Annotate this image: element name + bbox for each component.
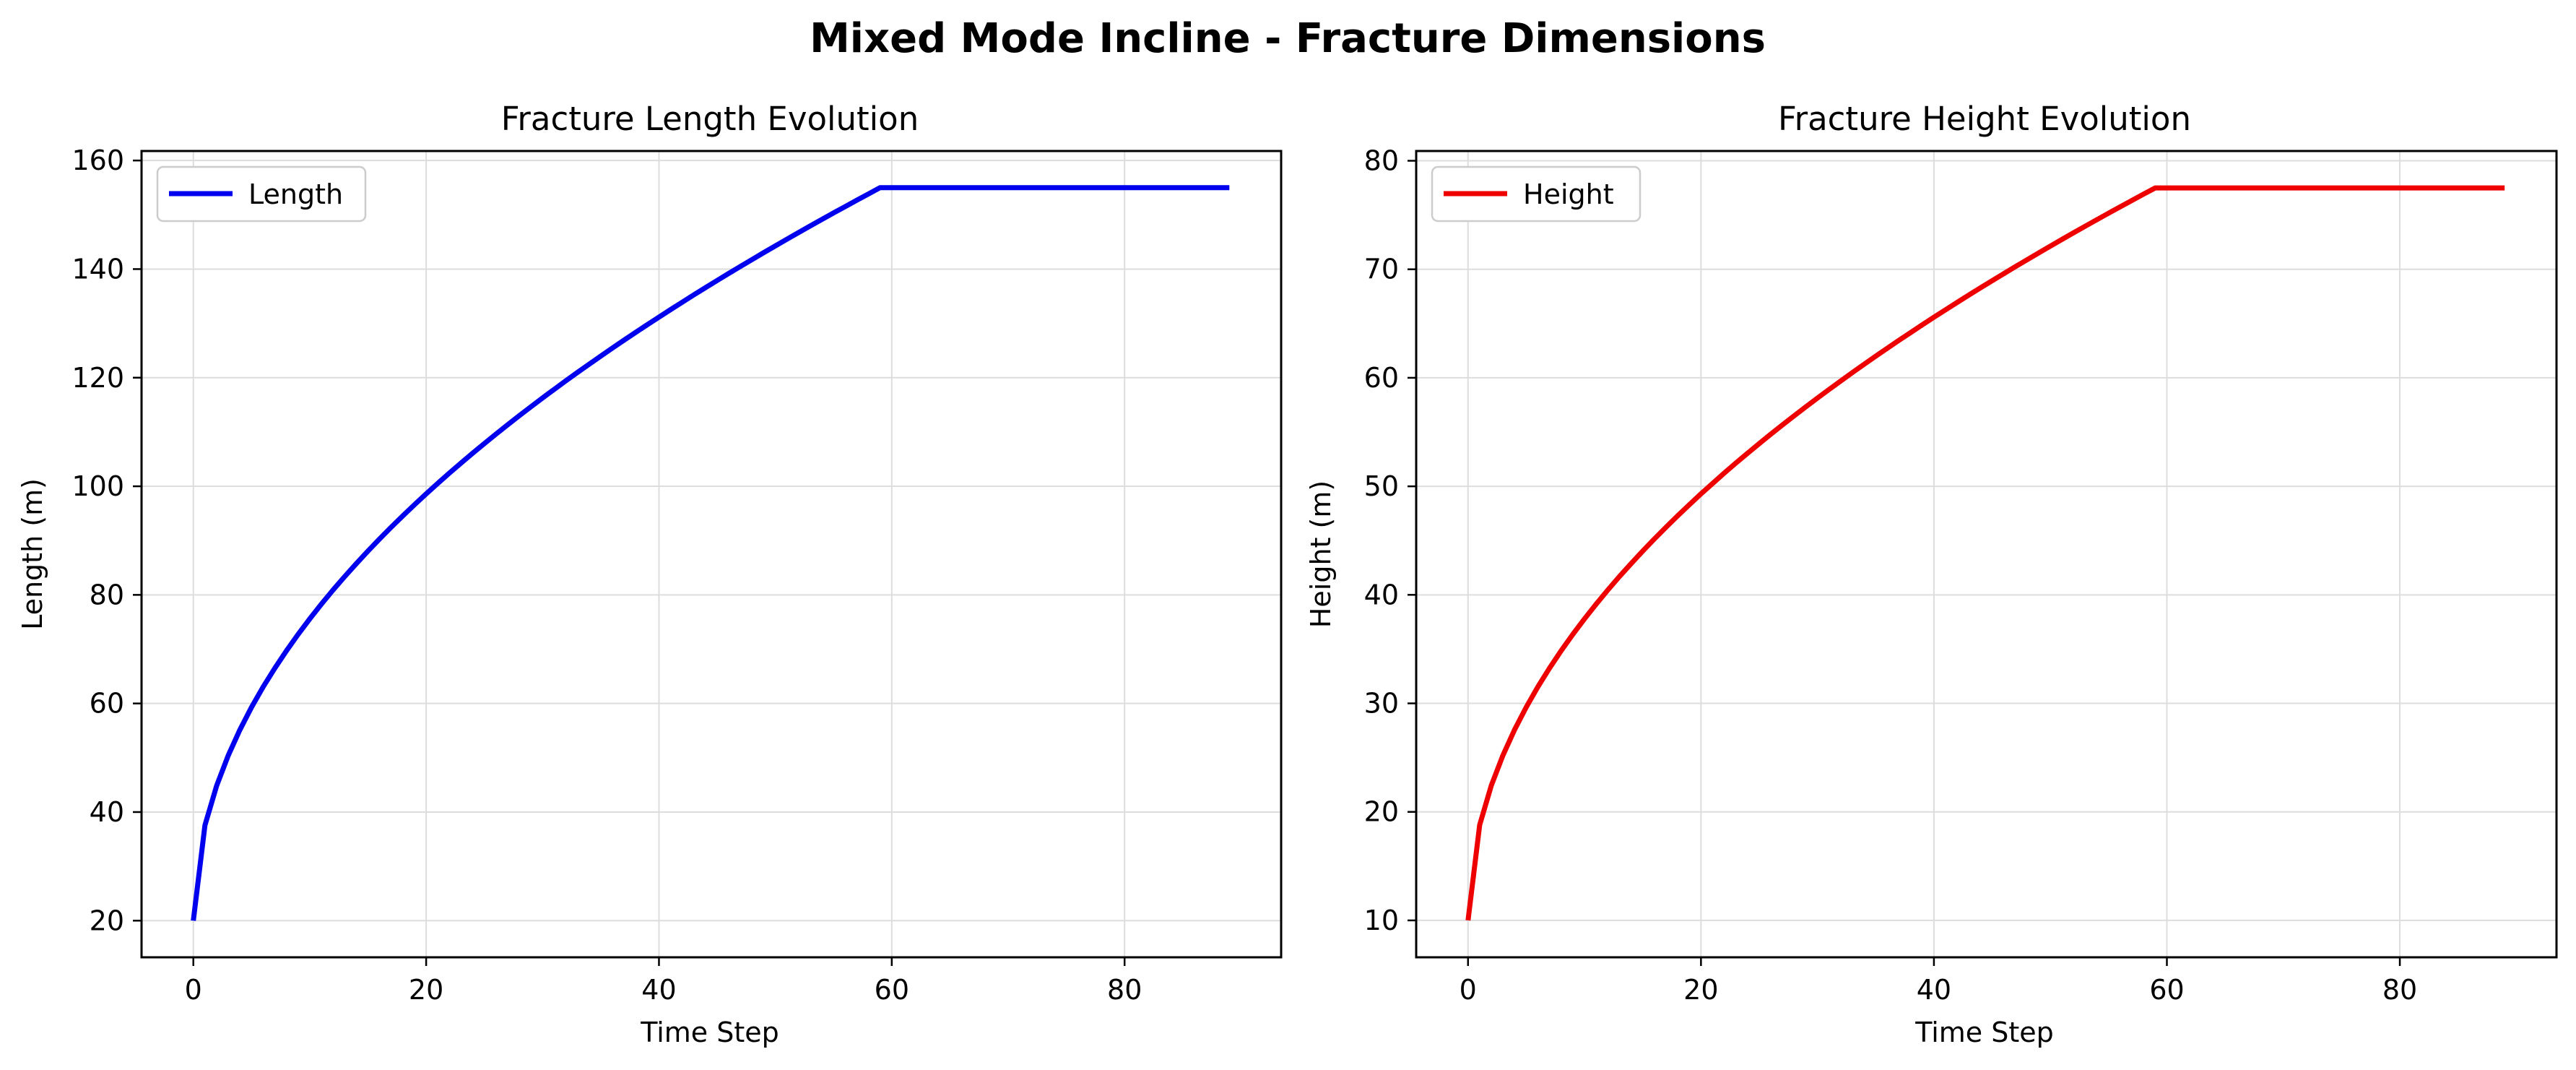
- y-tick-label: 20: [90, 905, 124, 936]
- legend-label: Length: [248, 178, 343, 210]
- y-tick-label: 140: [71, 253, 124, 285]
- legend-box: [156, 165, 367, 223]
- x-tick-label: 40: [641, 974, 676, 1006]
- y-tick-label: 80: [90, 579, 124, 610]
- y-axis-label: Length (m): [17, 478, 48, 630]
- plot-frame: [1415, 150, 2558, 959]
- y-tick-label: 30: [1364, 688, 1399, 720]
- x-axis-label: Time Step: [1914, 1017, 2054, 1048]
- x-axis-label: Time Step: [640, 1017, 779, 1048]
- y-tick-label: 160: [71, 144, 124, 176]
- y-tick-label: 70: [1364, 254, 1399, 285]
- length-chart: Fracture Length Evolution Time Step Leng…: [17, 100, 1283, 1048]
- y-tick-label: 40: [1364, 579, 1399, 610]
- legend: Height: [1431, 165, 1642, 223]
- x-tick-label: 40: [1917, 974, 1951, 1006]
- height-chart: Fracture Height Evolution Time Step Heig…: [1305, 100, 2558, 1048]
- y-tick-label: 60: [1364, 362, 1399, 394]
- plot-frame: [140, 150, 1283, 959]
- x-tick-label: 0: [1460, 974, 1477, 1006]
- series-line-height: [1465, 185, 2505, 921]
- y-axis-label: Height (m): [1305, 480, 1337, 628]
- legend-label: Height: [1523, 178, 1614, 210]
- y-tick-label: 50: [1364, 470, 1399, 502]
- x-tick-label: 20: [409, 974, 443, 1006]
- x-tick-label: 60: [875, 974, 909, 1006]
- series-line-length: [191, 185, 1230, 921]
- y-tick-label: 40: [90, 796, 124, 828]
- x-tick-label: 80: [1107, 974, 1142, 1006]
- y-tick-label: 100: [71, 470, 124, 502]
- legend: Length: [156, 165, 367, 223]
- x-tick-label: 20: [1683, 974, 1718, 1006]
- legend-box: [1431, 165, 1642, 223]
- y-tick-label: 80: [1364, 145, 1399, 177]
- y-tick-label: 60: [90, 688, 124, 720]
- x-tick-label: 60: [2149, 974, 2184, 1006]
- chart-title: Fracture Length Evolution: [501, 100, 919, 138]
- chart-title: Fracture Height Evolution: [1778, 100, 2191, 138]
- x-tick-label: 80: [2382, 974, 2417, 1006]
- y-tick-label: 120: [71, 362, 124, 394]
- figure-title: Mixed Mode Incline - Fracture Dimensions: [810, 15, 1766, 62]
- x-tick-label: 0: [185, 974, 202, 1006]
- y-tick-label: 20: [1364, 796, 1399, 828]
- y-tick-label: 10: [1364, 905, 1399, 936]
